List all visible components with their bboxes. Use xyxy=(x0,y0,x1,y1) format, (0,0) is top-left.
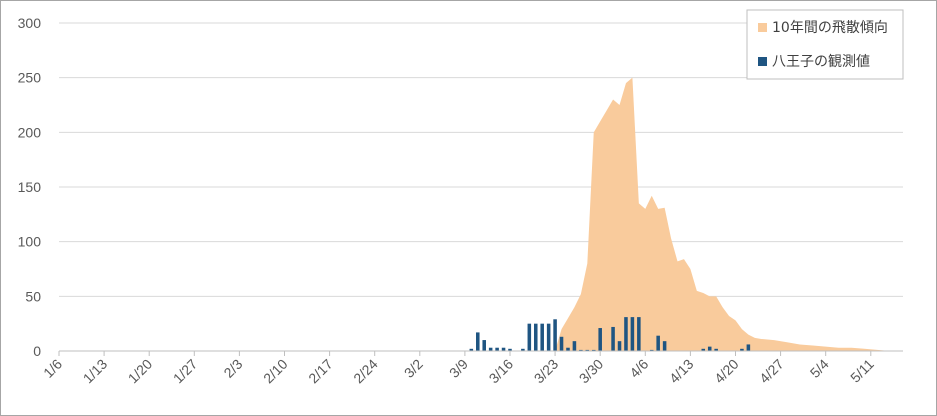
bar-observed-4 xyxy=(495,347,499,351)
bar-observed-20 xyxy=(611,326,615,351)
legend-box xyxy=(746,9,904,80)
bar-observed-7 xyxy=(521,348,525,351)
bar-observed-31 xyxy=(740,348,744,351)
x-tick-label-7: 2/24 xyxy=(350,356,381,387)
x-tick-labels: 1/6 1/13 1/20 1/27 2/3 2/10 2/17 2/24 3/2 3/9 3/16… xyxy=(40,356,877,387)
x-tick-label-8: 3/2 xyxy=(401,356,426,381)
bar-observed-12 xyxy=(553,319,557,351)
bar-observed-24 xyxy=(637,317,641,351)
bar-observed-23 xyxy=(630,317,635,351)
bar-observed-26 xyxy=(656,335,660,351)
bar-observed-22 xyxy=(624,317,628,351)
bar-observed-14 xyxy=(566,347,570,351)
y-tick-label-150: 150 xyxy=(18,179,42,195)
x-tick-label-6: 2/17 xyxy=(305,356,336,387)
bar-observed-25 xyxy=(649,349,654,351)
legend-swatch-observed xyxy=(758,57,767,66)
bar-observed-32 xyxy=(746,344,751,351)
area-trend xyxy=(555,77,891,352)
bar-observed-18 xyxy=(591,349,596,351)
y-tick-label-50: 50 xyxy=(25,288,41,304)
x-tick-label-2: 1/20 xyxy=(125,356,156,387)
x-tick-label-9: 3/9 xyxy=(446,356,471,381)
bar-layer xyxy=(469,317,751,351)
x-tick-label-4: 2/3 xyxy=(220,356,245,381)
bar-observed-17 xyxy=(585,349,590,351)
x-tick-label-13: 4/6 xyxy=(626,356,651,381)
bar-observed-29 xyxy=(707,346,712,351)
bar-observed-5 xyxy=(501,347,506,351)
bar-observed-2 xyxy=(482,340,486,351)
bar-observed-21 xyxy=(617,341,622,351)
x-tick-label-0: 1/6 xyxy=(40,356,65,381)
bar-observed-30 xyxy=(714,348,718,351)
bar-observed-6 xyxy=(508,348,512,351)
y-tick-label-250: 250 xyxy=(18,70,42,86)
bar-observed-1 xyxy=(476,332,480,351)
y-tick-label-300: 300 xyxy=(18,15,42,31)
legend-swatch-trend xyxy=(758,23,767,32)
gridlines xyxy=(59,22,903,297)
bar-observed-15 xyxy=(572,341,577,351)
bar-observed-10 xyxy=(540,323,544,351)
bar-observed-8 xyxy=(527,323,532,351)
bar-observed-27 xyxy=(662,341,667,351)
x-tick-label-11: 3/23 xyxy=(531,356,562,387)
x-tick-label-15: 4/20 xyxy=(711,356,742,387)
x-tick-label-5: 2/10 xyxy=(260,356,291,387)
y-tick-label-100: 100 xyxy=(18,234,42,250)
bar-observed-9 xyxy=(533,323,538,351)
x-tick-label-17: 5/4 xyxy=(807,356,832,381)
bar-observed-13 xyxy=(559,336,564,351)
y-tick-label-200: 200 xyxy=(18,124,42,140)
x-tick-label-18: 5/11 xyxy=(847,356,877,386)
x-tick-label-3: 1/27 xyxy=(170,356,201,387)
y-tick-labels: 0 50 100 150 200 250 300 xyxy=(18,15,42,359)
bar-observed-11 xyxy=(546,323,551,351)
bar-observed-28 xyxy=(701,348,706,351)
bar-observed-3 xyxy=(488,347,493,351)
bar-observed-16 xyxy=(579,349,583,351)
bar-observed-0 xyxy=(469,348,474,351)
x-tick-label-14: 4/13 xyxy=(666,356,697,387)
legend-label-observed: 八王子の観測値 xyxy=(772,53,870,70)
x-tick-label-10: 3/16 xyxy=(486,356,517,387)
area-layer xyxy=(555,77,891,352)
legend: 10年間の飛散傾向 八王子の観測値 xyxy=(746,9,904,80)
y-tick-label-0: 0 xyxy=(33,343,41,359)
x-tick-label-1: 1/13 xyxy=(80,356,111,387)
axis-layer xyxy=(58,350,903,356)
x-tick-label-16: 4/27 xyxy=(756,356,787,387)
bar-observed-19 xyxy=(598,328,602,351)
x-tick-label-12: 3/30 xyxy=(576,356,607,387)
legend-label-trend: 10年間の飛散傾向 xyxy=(772,20,888,36)
